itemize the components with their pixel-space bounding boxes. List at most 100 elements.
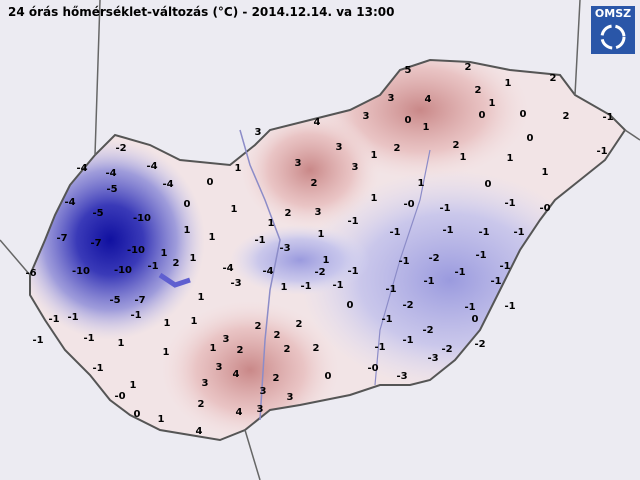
station-value: -1	[464, 302, 475, 313]
station-value: -1	[254, 235, 265, 246]
station-value: -4	[222, 263, 233, 274]
station-value: 2	[255, 321, 262, 332]
station-value: -3	[230, 278, 241, 289]
station-value: -1	[423, 276, 434, 287]
station-value: 1	[418, 178, 425, 189]
station-value: -1	[48, 314, 59, 325]
station-value: -4	[162, 179, 173, 190]
station-value: 1	[542, 167, 549, 178]
station-value: 2	[394, 143, 401, 154]
station-value: 3	[352, 162, 359, 173]
station-value: -1	[602, 112, 613, 123]
station-value: -1	[147, 261, 158, 272]
station-value: 1	[235, 163, 242, 174]
station-value: -1	[332, 280, 343, 291]
lake	[158, 272, 191, 288]
station-value: 1	[210, 343, 217, 354]
station-value: 1	[191, 316, 198, 327]
station-value: 0	[134, 409, 141, 420]
station-value: -4	[262, 266, 273, 277]
station-value: 2	[237, 345, 244, 356]
station-value: 0	[347, 300, 354, 311]
station-value: -1	[374, 342, 385, 353]
station-value: 2	[284, 344, 291, 355]
station-value: -7	[56, 233, 67, 244]
station-value: 3	[255, 127, 262, 138]
station-value: 1	[268, 218, 275, 229]
station-value: 1	[164, 318, 171, 329]
station-value: -2	[428, 253, 439, 264]
station-value: -2	[115, 143, 126, 154]
station-value: 1	[118, 338, 125, 349]
station-value: -5	[106, 184, 117, 195]
station-value: -0	[367, 363, 378, 374]
station-value: -10	[114, 265, 132, 276]
station-value: -2	[402, 300, 413, 311]
station-value: -1	[490, 276, 501, 287]
station-value: 2	[273, 373, 280, 384]
station-value: -1	[300, 281, 311, 292]
station-value: 2	[274, 330, 281, 341]
station-value: -3	[427, 353, 438, 364]
station-value: 0	[405, 115, 412, 126]
station-value: -1	[513, 227, 524, 238]
station-value: 4	[236, 407, 243, 418]
station-value: -3	[396, 371, 407, 382]
station-value: 1	[130, 380, 137, 391]
station-value: 2	[563, 111, 570, 122]
station-value: 3	[257, 404, 264, 415]
station-value: -1	[478, 227, 489, 238]
station-value: 1	[190, 253, 197, 264]
station-value: 1	[231, 204, 238, 215]
station-value: 2	[311, 178, 318, 189]
station-value: -1	[347, 266, 358, 277]
station-value: 2	[296, 319, 303, 330]
station-value: -1	[596, 146, 607, 157]
station-value: 3	[216, 362, 223, 373]
station-value: 0	[527, 133, 534, 144]
station-value: -5	[92, 208, 103, 219]
station-value: -5	[109, 295, 120, 306]
station-value: 4	[314, 117, 321, 128]
logo-text: OMSZ	[595, 7, 631, 20]
station-value: 0	[520, 109, 527, 120]
station-value: 2	[198, 399, 205, 410]
station-value: 3	[260, 386, 267, 397]
river	[239, 129, 281, 421]
station-value: 0	[325, 371, 332, 382]
station-value: -7	[134, 295, 145, 306]
station-value: -1	[381, 314, 392, 325]
station-value: 0	[485, 179, 492, 190]
logo-box	[591, 6, 635, 54]
station-value: -2	[314, 267, 325, 278]
station-value: 3	[202, 378, 209, 389]
station-value: 1	[163, 347, 170, 358]
station-value: -2	[441, 344, 452, 355]
station-value: 3	[315, 207, 322, 218]
station-value: 3	[295, 158, 302, 169]
station-value: -1	[385, 284, 396, 295]
station-value: -1	[130, 310, 141, 321]
station-value: -1	[454, 267, 465, 278]
station-value: 2	[313, 343, 320, 354]
station-value: -1	[504, 198, 515, 209]
station-value: -4	[76, 163, 87, 174]
station-value: 4	[233, 369, 240, 380]
title: 24 órás hőmérséklet-változás (°C) - 2014…	[8, 5, 395, 19]
station-value: 1	[209, 232, 216, 243]
station-value: 3	[223, 334, 230, 345]
station-value: -3	[279, 243, 290, 254]
station-value: -2	[422, 325, 433, 336]
station-value: -1	[442, 225, 453, 236]
station-value: -1	[504, 301, 515, 312]
station-value: 1	[161, 248, 168, 259]
station-value: -1	[439, 203, 450, 214]
station-value: 1	[198, 292, 205, 303]
station-value: -1	[398, 256, 409, 267]
station-value: 1	[423, 122, 430, 133]
station-value: -4	[64, 197, 75, 208]
